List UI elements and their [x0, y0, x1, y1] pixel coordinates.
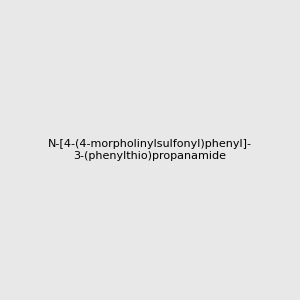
Text: N-[4-(4-morpholinylsulfonyl)phenyl]-
3-(phenylthio)propanamide: N-[4-(4-morpholinylsulfonyl)phenyl]- 3-(…: [48, 139, 252, 161]
